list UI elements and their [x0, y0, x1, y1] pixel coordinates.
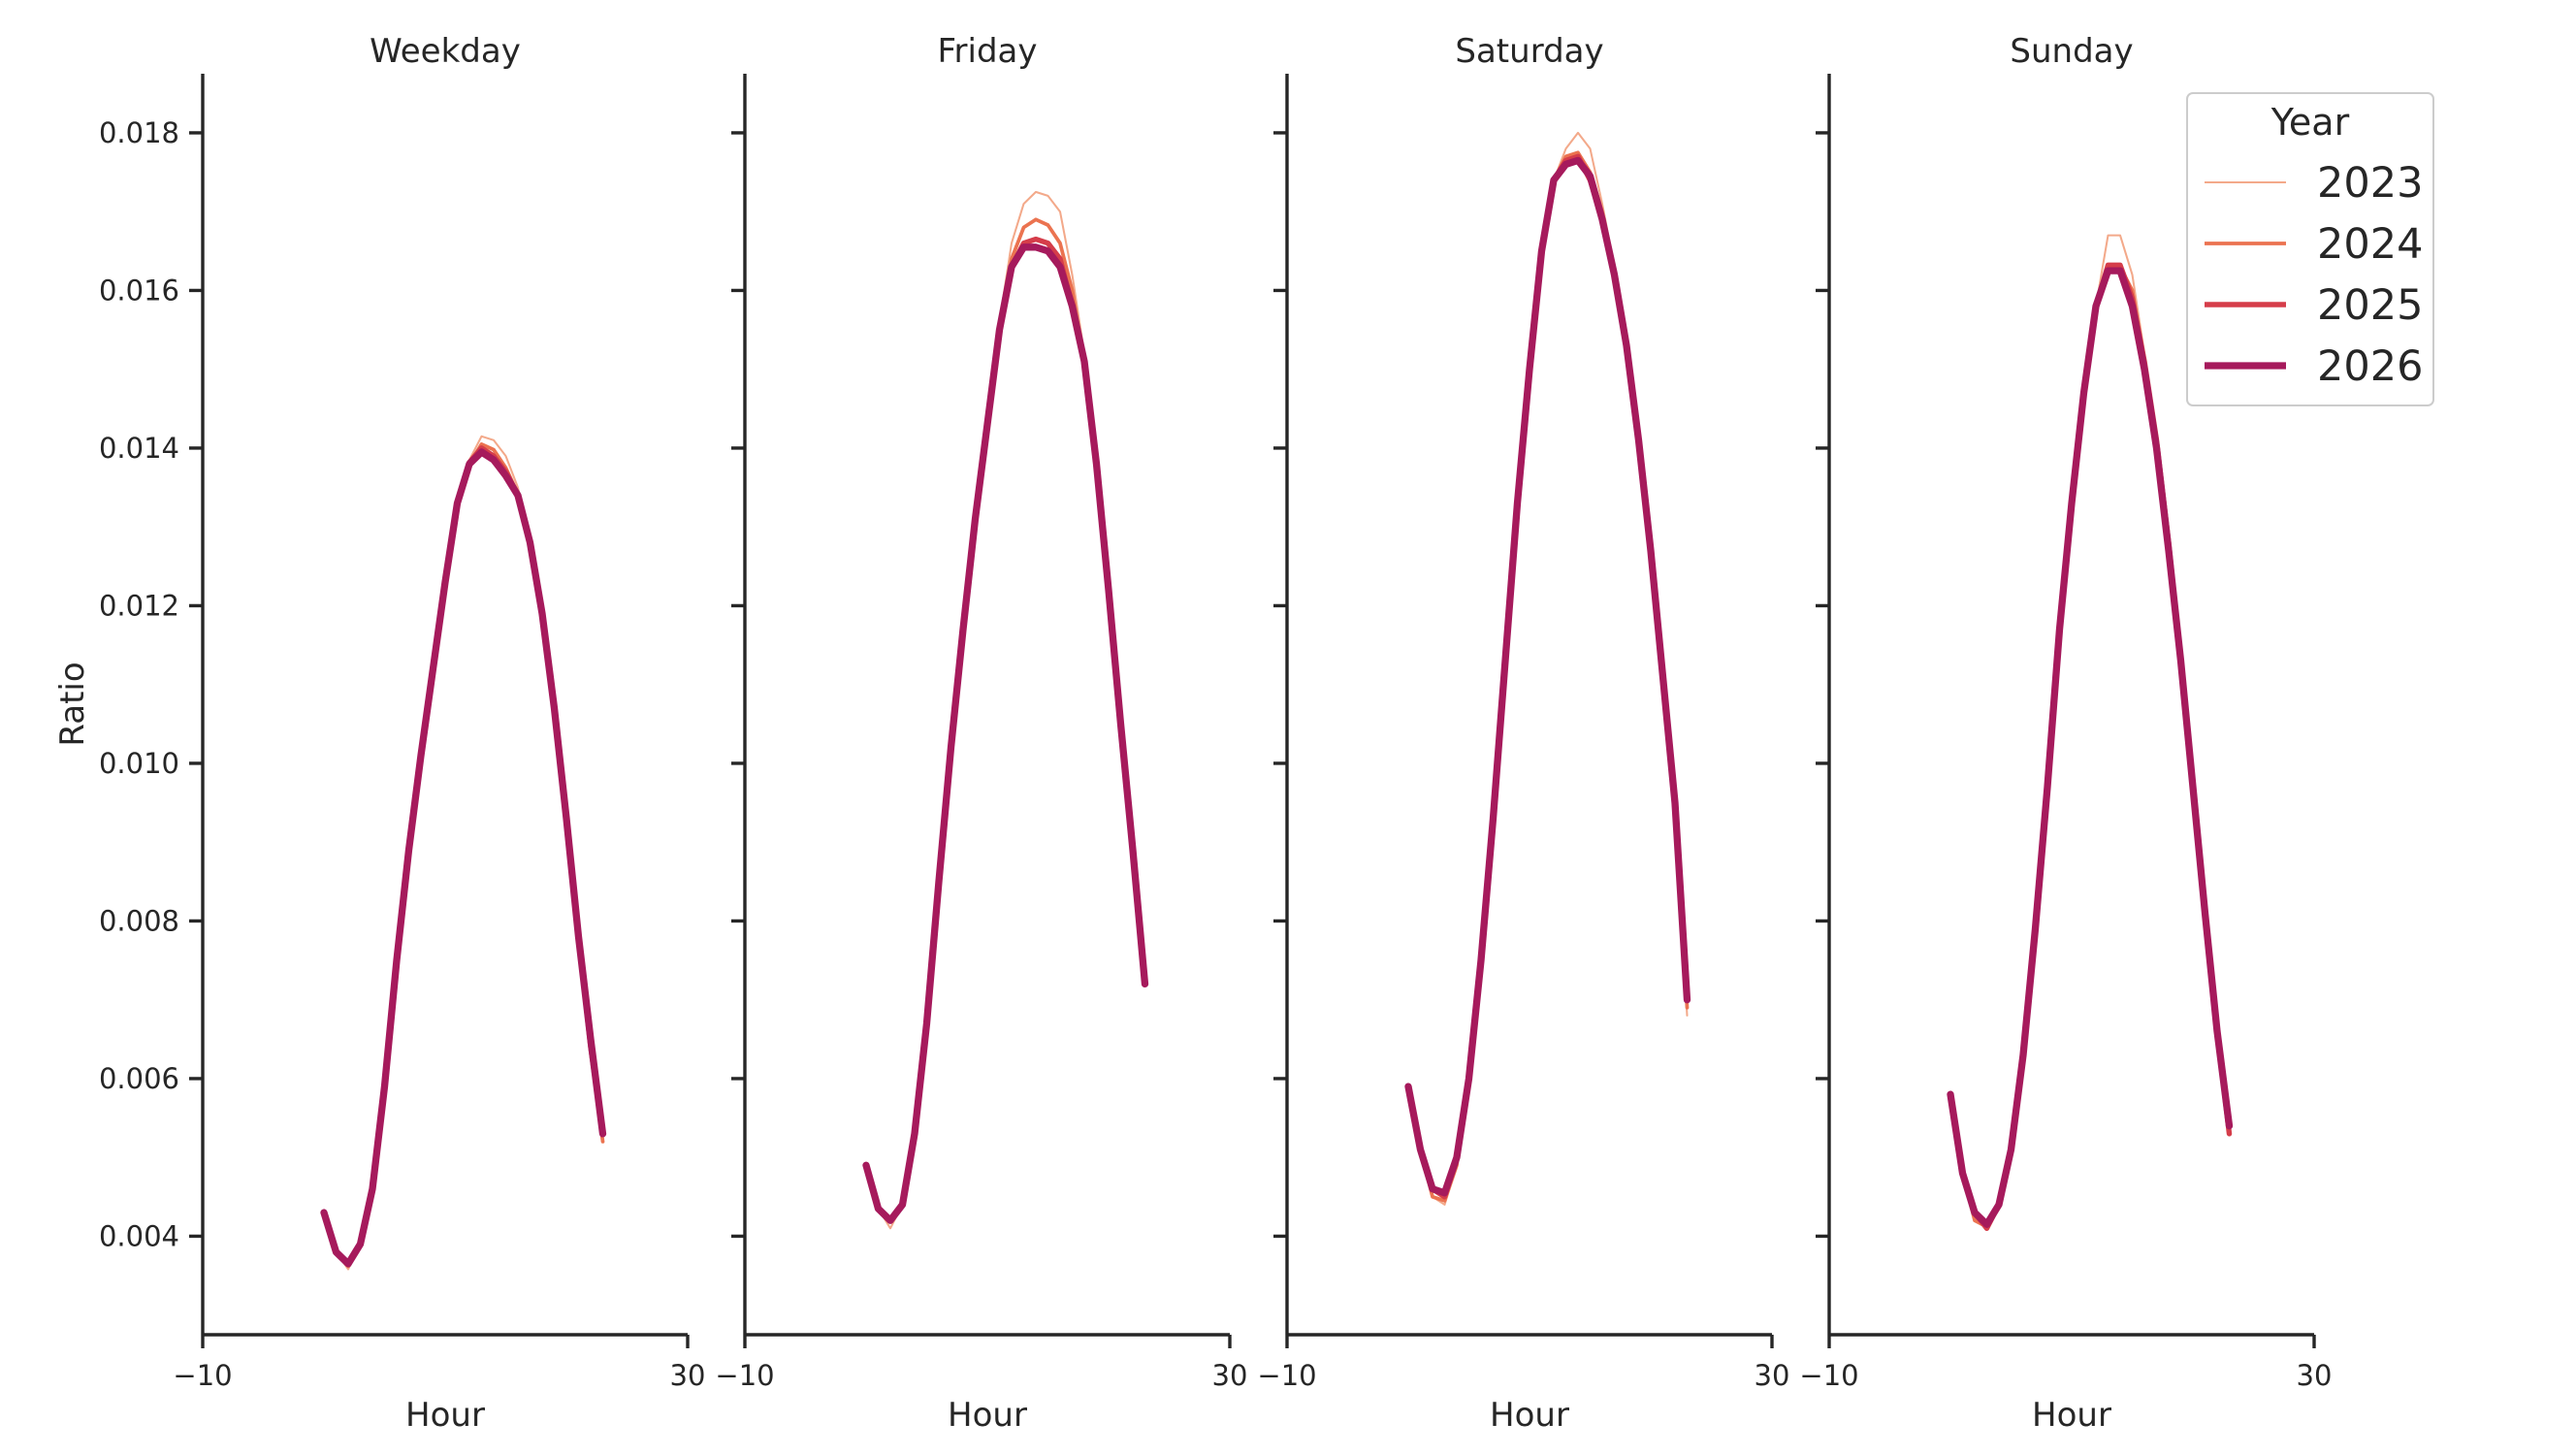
- series-line-2024: [322, 442, 605, 1269]
- legend-label-2026: 2026: [2317, 342, 2423, 391]
- y-tick-label: 0.006: [99, 1062, 179, 1095]
- y-tick-label: 0.004: [99, 1219, 179, 1252]
- x-tick-label: −10: [715, 1359, 774, 1392]
- series-line-2026: [1404, 156, 1691, 1197]
- legend: Year 2023 2024 2025 2026: [2186, 92, 2434, 406]
- y-axis-label: Ratio: [53, 662, 92, 746]
- facet-friday: Friday −10 30 Hour: [715, 32, 1247, 1435]
- facet-title: Friday: [937, 32, 1037, 71]
- x-axis-label: Hour: [1490, 1396, 1569, 1435]
- y-tick-label: 0.010: [99, 747, 179, 780]
- y-tick-label: 0.016: [99, 274, 179, 307]
- legend-label-2023: 2023: [2317, 159, 2423, 208]
- x-axis-label: Hour: [2032, 1396, 2111, 1435]
- series-line-2025: [321, 445, 606, 1268]
- series-line-2023: [864, 190, 1146, 1230]
- x-tick-label: −10: [1257, 1359, 1316, 1392]
- series-line-2026: [862, 243, 1149, 1224]
- x-tick-label: −10: [1799, 1359, 1858, 1392]
- facet-title: Weekday: [370, 32, 521, 71]
- y-tick-label: 0.008: [99, 904, 179, 937]
- x-tick-label: 30: [2297, 1359, 2333, 1392]
- series-line-2023: [322, 435, 604, 1271]
- facet-saturday: Saturday −10 30 Hour: [1257, 32, 1789, 1435]
- series-line-2025: [1405, 153, 1690, 1200]
- x-tick-label: 30: [1212, 1359, 1248, 1392]
- series-line-2026: [320, 448, 607, 1268]
- legend-frame: [2186, 92, 2434, 406]
- series-line-2025: [863, 236, 1148, 1223]
- series-line-2024: [864, 217, 1147, 1224]
- legend-label-2024: 2024: [2317, 220, 2423, 269]
- x-tick-label: −10: [173, 1359, 232, 1392]
- series-line-2026: [1947, 267, 2234, 1228]
- legend-label-2025: 2025: [2317, 281, 2423, 330]
- facet-weekday: Weekday 0.004 0.006 0.008 0.010 0.012 0.014 0.0…: [53, 32, 705, 1435]
- y-tick-label: 0.012: [99, 589, 179, 622]
- series-line-2024: [1406, 150, 1690, 1203]
- facet-sunday: Sunday −10 30 Hour: [1799, 32, 2332, 1435]
- x-axis-label: Hour: [405, 1396, 485, 1435]
- facet-title: Saturday: [1455, 32, 1603, 71]
- x-tick-label: 30: [1755, 1359, 1790, 1392]
- x-tick-label: 30: [670, 1359, 706, 1392]
- legend-title: Year: [2270, 101, 2350, 144]
- y-tick-label: 0.018: [99, 116, 179, 149]
- y-tick-label: 0.014: [99, 432, 179, 465]
- series-line-2023: [1406, 131, 1689, 1206]
- x-axis-label: Hour: [948, 1396, 1027, 1435]
- facet-title: Sunday: [2010, 32, 2133, 71]
